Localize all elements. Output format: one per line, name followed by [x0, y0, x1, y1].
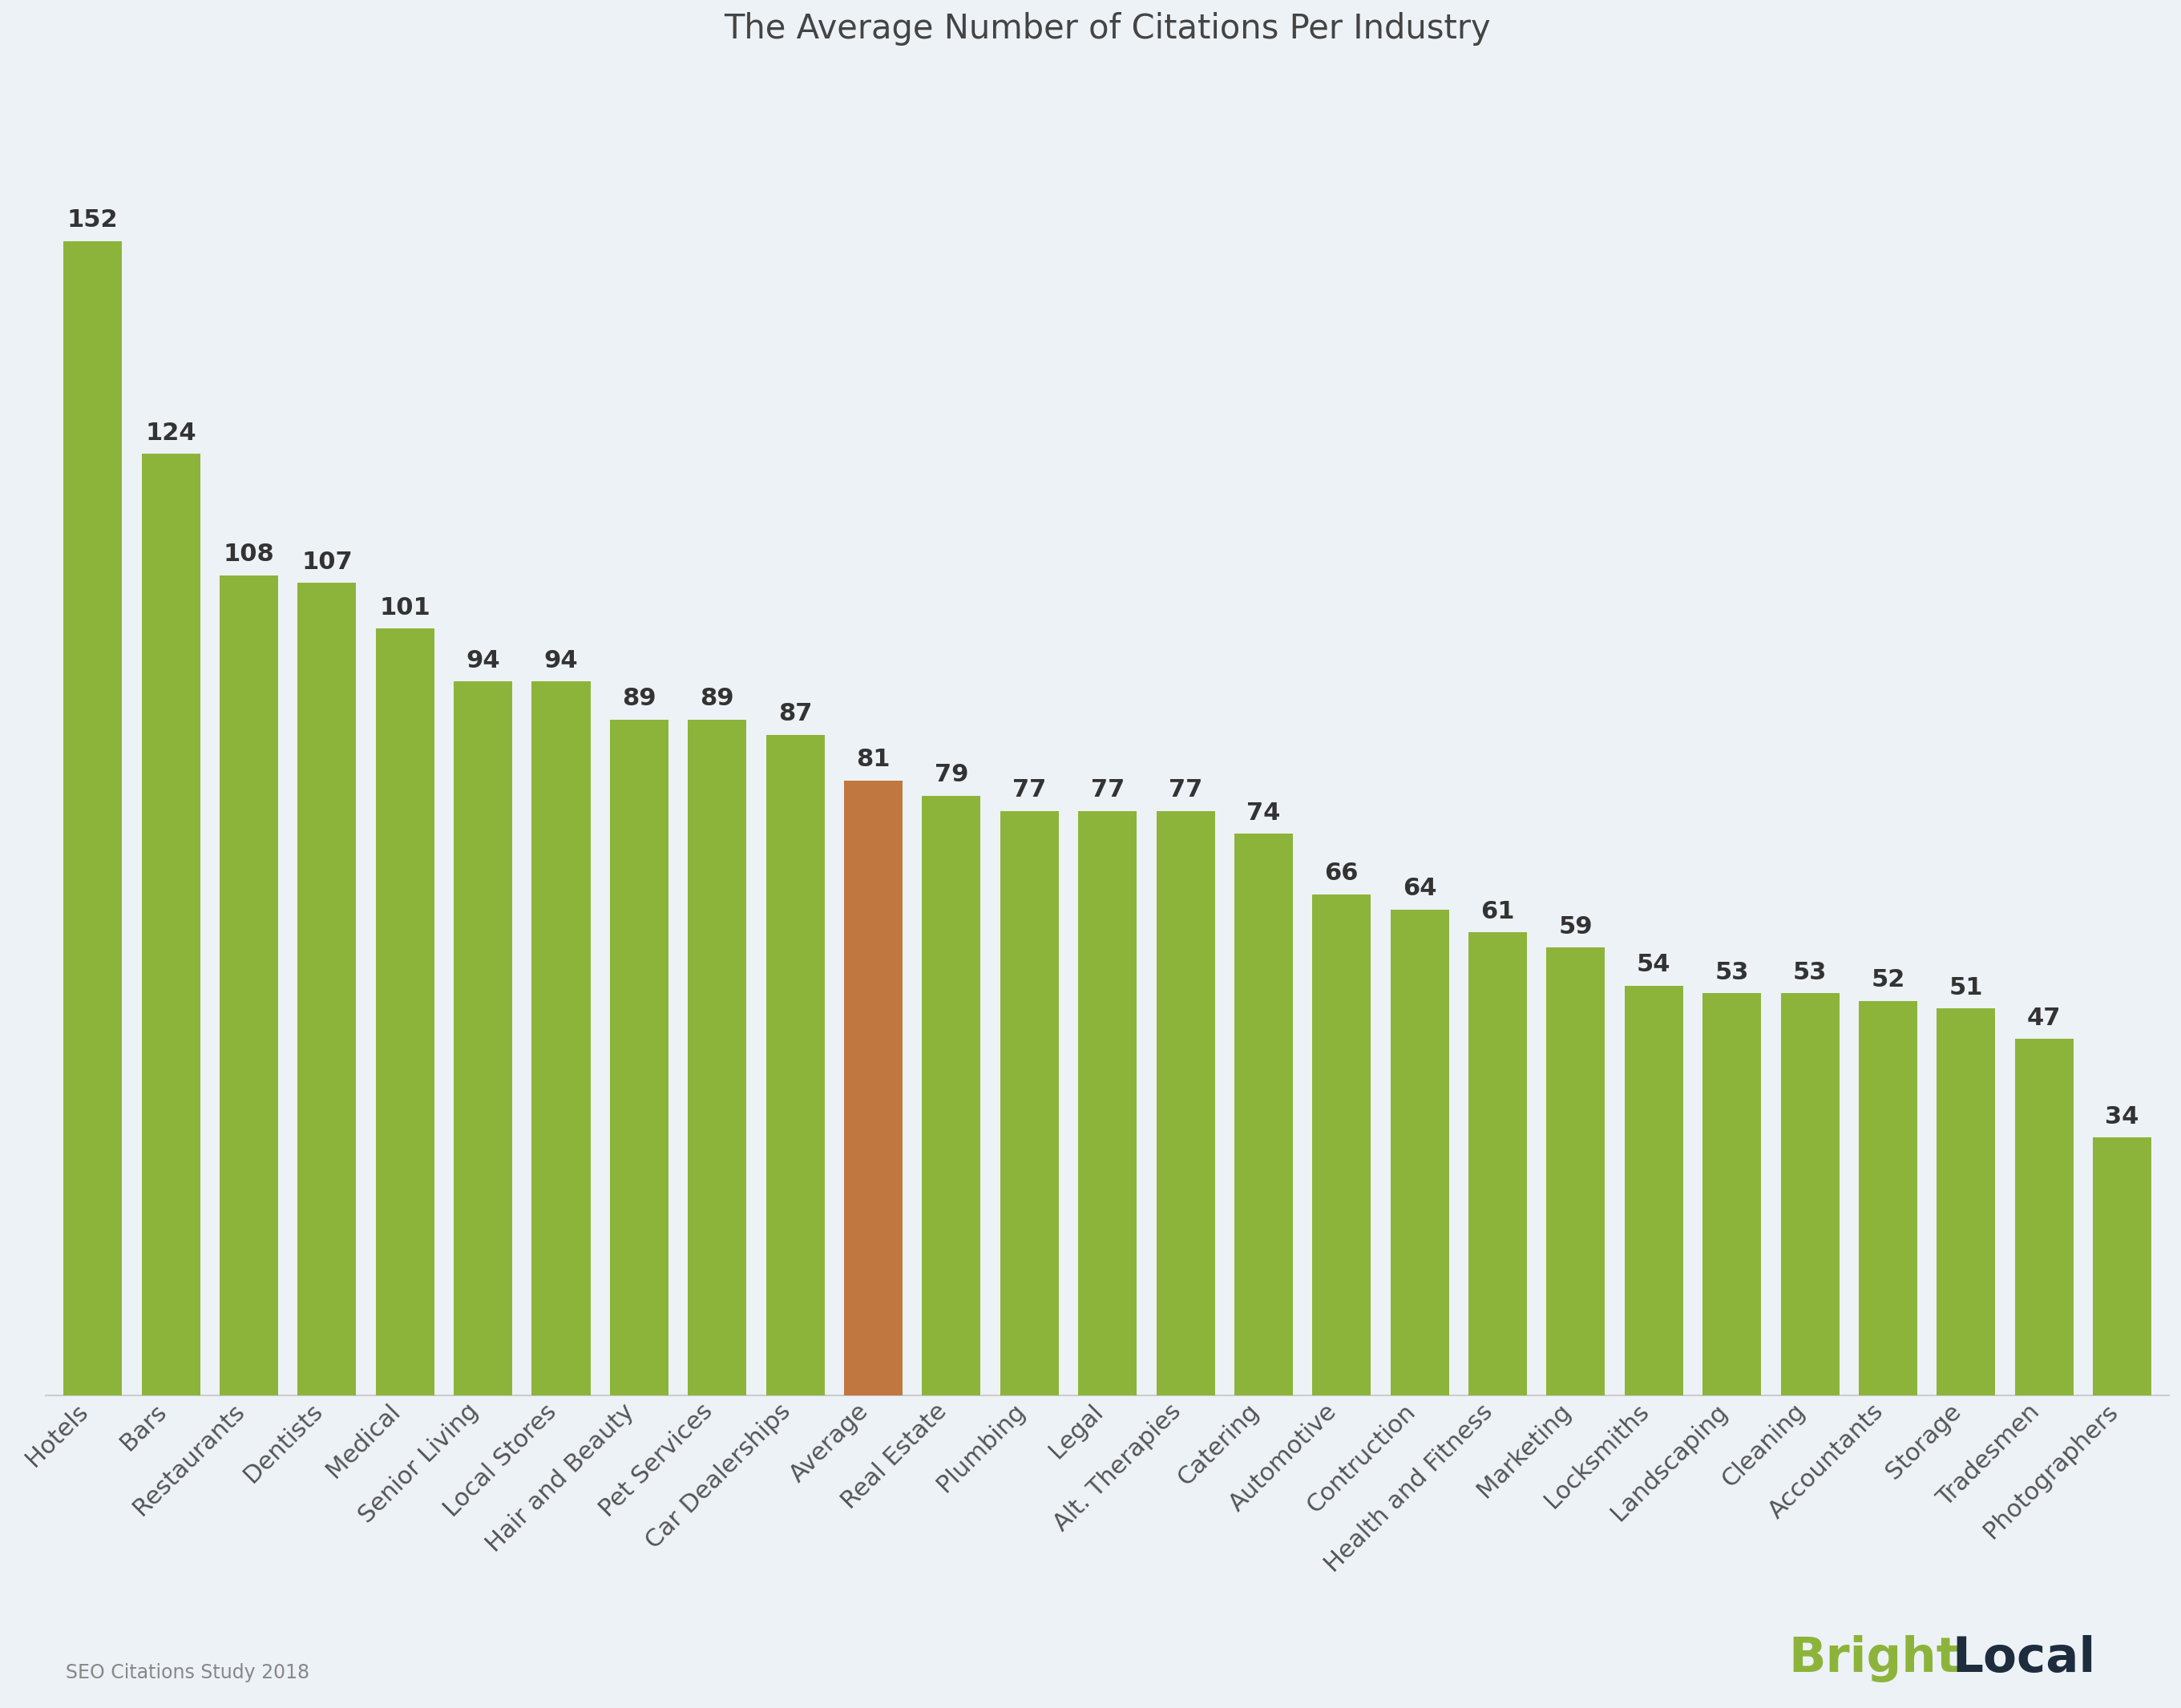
Bar — [1858, 1001, 1917, 1395]
Bar — [1703, 992, 1760, 1395]
Bar — [1234, 834, 1293, 1395]
Text: 51: 51 — [1950, 975, 1983, 999]
Text: 87: 87 — [779, 702, 811, 726]
Text: 94: 94 — [543, 649, 578, 673]
Text: 124: 124 — [146, 422, 196, 444]
Bar — [1625, 986, 1684, 1395]
Text: 34: 34 — [2105, 1105, 2140, 1129]
Text: 77: 77 — [1012, 779, 1047, 801]
Bar — [1391, 910, 1448, 1395]
Text: 101: 101 — [379, 596, 430, 620]
Bar — [1546, 948, 1605, 1395]
Bar — [1077, 811, 1136, 1395]
Text: 77: 77 — [1090, 779, 1125, 801]
Text: 74: 74 — [1248, 801, 1280, 825]
Bar — [1780, 992, 1839, 1395]
Text: 108: 108 — [222, 543, 275, 565]
Bar — [766, 734, 824, 1395]
Bar — [63, 241, 122, 1395]
Bar — [923, 796, 981, 1395]
Bar — [532, 681, 591, 1395]
Text: Bright: Bright — [1788, 1635, 1961, 1682]
Text: 61: 61 — [1481, 900, 1516, 924]
Bar — [375, 629, 434, 1395]
Text: 107: 107 — [301, 550, 353, 574]
Bar — [1001, 811, 1058, 1395]
Text: 66: 66 — [1324, 863, 1359, 885]
Bar — [2094, 1138, 2150, 1395]
Text: 47: 47 — [2026, 1006, 2061, 1030]
Bar — [611, 719, 667, 1395]
Bar — [1468, 933, 1527, 1395]
Bar — [687, 719, 746, 1395]
Text: 89: 89 — [622, 687, 656, 711]
Bar — [844, 781, 903, 1395]
Text: 54: 54 — [1636, 953, 1671, 977]
Bar — [1937, 1008, 1996, 1395]
Bar — [454, 681, 513, 1395]
Text: 79: 79 — [933, 763, 968, 786]
Text: SEO Citations Study 2018: SEO Citations Study 2018 — [65, 1664, 310, 1682]
Bar — [142, 454, 201, 1395]
Bar — [1156, 811, 1215, 1395]
Text: 94: 94 — [467, 649, 499, 673]
Text: 53: 53 — [1714, 962, 1749, 984]
Bar — [2015, 1038, 2074, 1395]
Text: 59: 59 — [1559, 915, 1592, 938]
Text: 152: 152 — [68, 208, 118, 232]
Bar — [220, 576, 279, 1395]
Text: Local: Local — [1952, 1635, 2096, 1682]
Text: 81: 81 — [857, 748, 890, 772]
Text: 53: 53 — [1793, 962, 1828, 984]
Bar — [1313, 895, 1372, 1395]
Text: 64: 64 — [1402, 878, 1437, 900]
Title: The Average Number of Citations Per Industry: The Average Number of Citations Per Indu… — [724, 12, 1492, 46]
Text: 52: 52 — [1871, 968, 1904, 992]
Bar — [297, 582, 356, 1395]
Text: 77: 77 — [1169, 779, 1202, 801]
Text: 89: 89 — [700, 687, 735, 711]
